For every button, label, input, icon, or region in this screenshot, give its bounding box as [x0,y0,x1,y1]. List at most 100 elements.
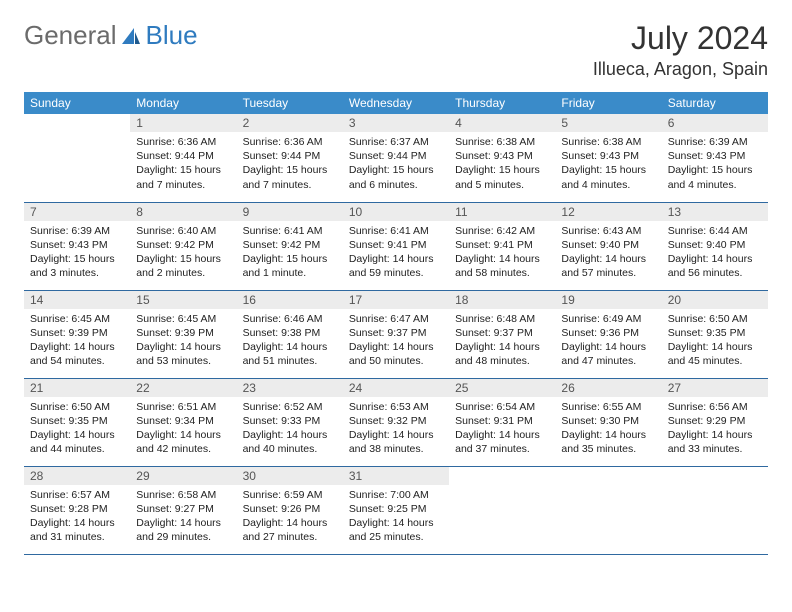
daylight-text: Daylight: 15 hours and 4 minutes. [668,163,762,191]
daylight-text: Daylight: 14 hours and 42 minutes. [136,428,230,456]
day-details: Sunrise: 6:56 AMSunset: 9:29 PMDaylight:… [662,397,768,461]
sunrise-text: Sunrise: 6:49 AM [561,312,655,326]
title-block: July 2024 Illueca, Aragon, Spain [593,20,768,80]
day-details: Sunrise: 6:36 AMSunset: 9:44 PMDaylight:… [237,132,343,196]
day-number: 5 [555,114,661,132]
calendar-day-cell [555,466,661,554]
day-details: Sunrise: 6:47 AMSunset: 9:37 PMDaylight:… [343,309,449,373]
day-number: 31 [343,467,449,485]
sunrise-text: Sunrise: 6:38 AM [455,135,549,149]
day-details: Sunrise: 6:49 AMSunset: 9:36 PMDaylight:… [555,309,661,373]
sunset-text: Sunset: 9:40 PM [668,238,762,252]
sunrise-text: Sunrise: 6:46 AM [243,312,337,326]
day-number: 10 [343,203,449,221]
sunset-text: Sunset: 9:37 PM [349,326,443,340]
sunrise-text: Sunrise: 6:36 AM [243,135,337,149]
day-number: 30 [237,467,343,485]
calendar-week-row: 28Sunrise: 6:57 AMSunset: 9:28 PMDayligh… [24,466,768,554]
day-details: Sunrise: 6:58 AMSunset: 9:27 PMDaylight:… [130,485,236,549]
sunrise-text: Sunrise: 6:54 AM [455,400,549,414]
day-number: 9 [237,203,343,221]
daylight-text: Daylight: 15 hours and 2 minutes. [136,252,230,280]
calendar-day-cell: 17Sunrise: 6:47 AMSunset: 9:37 PMDayligh… [343,290,449,378]
sunset-text: Sunset: 9:30 PM [561,414,655,428]
calendar-day-cell: 13Sunrise: 6:44 AMSunset: 9:40 PMDayligh… [662,202,768,290]
day-details: Sunrise: 6:53 AMSunset: 9:32 PMDaylight:… [343,397,449,461]
day-number: 16 [237,291,343,309]
day-details: Sunrise: 6:54 AMSunset: 9:31 PMDaylight:… [449,397,555,461]
daylight-text: Daylight: 15 hours and 7 minutes. [136,163,230,191]
weekday-header: Saturday [662,92,768,114]
location-title: Illueca, Aragon, Spain [593,59,768,80]
day-number: 13 [662,203,768,221]
sunrise-text: Sunrise: 6:42 AM [455,224,549,238]
sunrise-text: Sunrise: 6:45 AM [136,312,230,326]
sunset-text: Sunset: 9:38 PM [243,326,337,340]
sunrise-text: Sunrise: 6:44 AM [668,224,762,238]
sunrise-text: Sunrise: 6:52 AM [243,400,337,414]
day-number: 11 [449,203,555,221]
daylight-text: Daylight: 15 hours and 6 minutes. [349,163,443,191]
month-title: July 2024 [593,20,768,57]
calendar-day-cell: 16Sunrise: 6:46 AMSunset: 9:38 PMDayligh… [237,290,343,378]
sunset-text: Sunset: 9:34 PM [136,414,230,428]
sunrise-text: Sunrise: 6:51 AM [136,400,230,414]
sunrise-text: Sunrise: 6:40 AM [136,224,230,238]
sunset-text: Sunset: 9:42 PM [136,238,230,252]
calendar-week-row: 14Sunrise: 6:45 AMSunset: 9:39 PMDayligh… [24,290,768,378]
calendar-day-cell: 26Sunrise: 6:55 AMSunset: 9:30 PMDayligh… [555,378,661,466]
calendar-day-cell: 24Sunrise: 6:53 AMSunset: 9:32 PMDayligh… [343,378,449,466]
brand-text-blue: Blue [146,20,198,51]
sunrise-text: Sunrise: 7:00 AM [349,488,443,502]
daylight-text: Daylight: 15 hours and 4 minutes. [561,163,655,191]
calendar-day-cell: 3Sunrise: 6:37 AMSunset: 9:44 PMDaylight… [343,114,449,202]
daylight-text: Daylight: 14 hours and 25 minutes. [349,516,443,544]
sunset-text: Sunset: 9:41 PM [455,238,549,252]
sunrise-text: Sunrise: 6:36 AM [136,135,230,149]
day-details: Sunrise: 6:38 AMSunset: 9:43 PMDaylight:… [449,132,555,196]
day-details: Sunrise: 6:45 AMSunset: 9:39 PMDaylight:… [24,309,130,373]
sunrise-text: Sunrise: 6:43 AM [561,224,655,238]
calendar-day-cell: 8Sunrise: 6:40 AMSunset: 9:42 PMDaylight… [130,202,236,290]
day-number: 28 [24,467,130,485]
daylight-text: Daylight: 14 hours and 54 minutes. [30,340,124,368]
sunset-text: Sunset: 9:40 PM [561,238,655,252]
day-details: Sunrise: 6:36 AMSunset: 9:44 PMDaylight:… [130,132,236,196]
calendar-day-cell: 11Sunrise: 6:42 AMSunset: 9:41 PMDayligh… [449,202,555,290]
day-number: 4 [449,114,555,132]
day-details: Sunrise: 6:52 AMSunset: 9:33 PMDaylight:… [237,397,343,461]
sunrise-text: Sunrise: 6:58 AM [136,488,230,502]
day-number: 14 [24,291,130,309]
sunset-text: Sunset: 9:25 PM [349,502,443,516]
day-number: 3 [343,114,449,132]
weekday-header: Friday [555,92,661,114]
calendar-day-cell: 7Sunrise: 6:39 AMSunset: 9:43 PMDaylight… [24,202,130,290]
day-number: 17 [343,291,449,309]
calendar-day-cell [662,466,768,554]
sunrise-text: Sunrise: 6:39 AM [30,224,124,238]
daylight-text: Daylight: 15 hours and 7 minutes. [243,163,337,191]
sunset-text: Sunset: 9:42 PM [243,238,337,252]
day-details: Sunrise: 6:39 AMSunset: 9:43 PMDaylight:… [24,221,130,285]
sunrise-text: Sunrise: 6:57 AM [30,488,124,502]
calendar-day-cell: 5Sunrise: 6:38 AMSunset: 9:43 PMDaylight… [555,114,661,202]
sunrise-text: Sunrise: 6:55 AM [561,400,655,414]
calendar-week-row: 21Sunrise: 6:50 AMSunset: 9:35 PMDayligh… [24,378,768,466]
day-details: Sunrise: 6:48 AMSunset: 9:37 PMDaylight:… [449,309,555,373]
sunrise-text: Sunrise: 6:50 AM [30,400,124,414]
day-details: Sunrise: 6:38 AMSunset: 9:43 PMDaylight:… [555,132,661,196]
day-number: 23 [237,379,343,397]
sunset-text: Sunset: 9:37 PM [455,326,549,340]
calendar-day-cell: 30Sunrise: 6:59 AMSunset: 9:26 PMDayligh… [237,466,343,554]
calendar-day-cell: 31 Sunrise: 7:00 AMSunset: 9:25 PMDayligh… [343,466,449,554]
day-number: 22 [130,379,236,397]
calendar-day-cell: 19Sunrise: 6:49 AMSunset: 9:36 PMDayligh… [555,290,661,378]
header: General Blue July 2024 Illueca, Aragon, … [24,20,768,80]
calendar-day-cell: 15Sunrise: 6:45 AMSunset: 9:39 PMDayligh… [130,290,236,378]
sunrise-text: Sunrise: 6:38 AM [561,135,655,149]
day-number: 15 [130,291,236,309]
day-details: Sunrise: 6:40 AMSunset: 9:42 PMDaylight:… [130,221,236,285]
day-details: Sunrise: 6:51 AMSunset: 9:34 PMDaylight:… [130,397,236,461]
calendar-week-row: 7Sunrise: 6:39 AMSunset: 9:43 PMDaylight… [24,202,768,290]
day-number: 26 [555,379,661,397]
